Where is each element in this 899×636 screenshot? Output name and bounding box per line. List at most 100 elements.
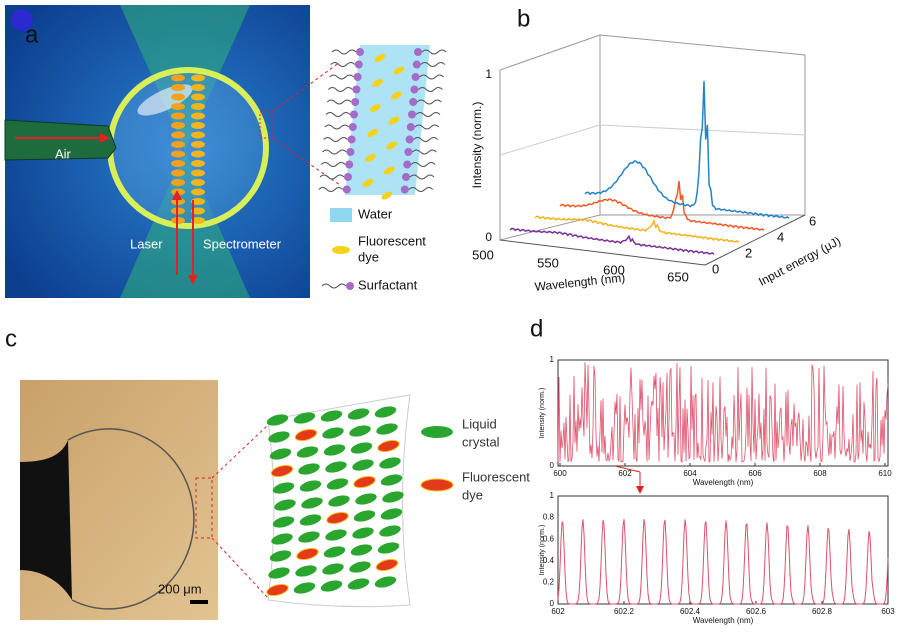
dye <box>393 66 405 75</box>
tick-label: 602 <box>618 469 632 478</box>
legend-label: Liquid <box>462 416 497 431</box>
label: Intensity (norm.) <box>539 388 546 439</box>
tail <box>331 49 357 55</box>
dye <box>191 84 205 91</box>
legend-label: crystal <box>462 434 500 449</box>
dye <box>171 179 185 186</box>
dye <box>362 179 374 187</box>
tail <box>329 74 354 80</box>
dye <box>374 54 386 62</box>
tick-label: 0.8 <box>543 513 555 522</box>
dye <box>191 112 205 120</box>
tick-label: 500 <box>472 247 494 262</box>
legend-swatch <box>346 282 354 290</box>
liquid-crystal-molecule <box>296 446 319 458</box>
dot <box>11 9 33 31</box>
dye <box>191 188 205 196</box>
tick-label: 0 <box>550 461 555 470</box>
dye-column <box>171 74 205 224</box>
tail <box>421 49 447 55</box>
tick-label: 602.2 <box>614 607 635 616</box>
head <box>404 148 413 156</box>
liquid-crystal-molecule <box>299 514 322 526</box>
zoom-line <box>211 424 269 479</box>
head <box>350 110 358 119</box>
tail <box>419 74 444 80</box>
dye <box>171 160 185 167</box>
dye <box>191 93 205 101</box>
head <box>408 110 416 119</box>
tick-label: 606 <box>748 469 762 478</box>
liquid-crystal-molecule <box>325 529 347 541</box>
label: Wavelength (nm) <box>693 616 754 625</box>
head <box>405 135 414 144</box>
dye <box>294 428 318 442</box>
liquid-crystal-molecule <box>326 478 349 490</box>
tail <box>326 99 352 105</box>
dye <box>191 207 205 215</box>
liquid-crystal-molecule <box>347 408 370 420</box>
dye <box>191 169 205 177</box>
panel-label: c <box>5 325 17 352</box>
plot-frame <box>557 495 889 605</box>
droplet <box>67 428 195 610</box>
liquid-crystal-molecule <box>266 414 289 426</box>
tick-label: 0 <box>485 230 492 244</box>
head <box>400 185 409 194</box>
liquid-crystal <box>266 406 404 597</box>
dye <box>191 217 205 224</box>
arrow <box>614 465 641 473</box>
legend-label: Fluorescent <box>462 469 530 484</box>
liquid-crystal-molecule <box>355 493 377 505</box>
box <box>499 34 601 241</box>
liquid-crystal-molecule <box>323 546 346 558</box>
legend-label: dye <box>462 487 483 502</box>
liquid-crystal-molecule <box>377 542 400 554</box>
dye <box>270 464 294 478</box>
tail <box>413 137 438 142</box>
head <box>402 173 410 181</box>
panel-label: d <box>530 315 543 342</box>
spectrum <box>584 80 790 219</box>
tail <box>320 162 346 167</box>
liquid-crystal-molecule <box>271 533 293 545</box>
capillary <box>20 440 72 600</box>
tail <box>322 149 347 155</box>
liquid-crystal-molecule <box>293 582 316 594</box>
head <box>344 173 352 181</box>
liquid-crystal-molecule <box>382 491 404 503</box>
liquid-crystal-molecule <box>379 457 401 469</box>
spectrum <box>509 227 715 255</box>
liquid-crystal-molecule <box>347 578 370 590</box>
panel-a <box>4 5 447 298</box>
tick-label: 2 <box>745 245 752 260</box>
spectrum <box>557 362 889 464</box>
dye <box>191 131 205 139</box>
needle <box>4 119 117 161</box>
tail <box>414 124 440 130</box>
tick-label: 1 <box>550 355 555 364</box>
head <box>356 48 364 56</box>
panel-label: b <box>517 5 530 32</box>
liquid-crystal-molecule <box>325 461 347 473</box>
tail <box>325 112 351 117</box>
arrow <box>100 133 110 143</box>
liquid-crystal-molecule <box>268 431 290 443</box>
head <box>353 73 362 81</box>
liquid-crystal-molecule <box>295 565 317 577</box>
grid <box>499 124 601 156</box>
tick-label: 550 <box>537 255 559 270</box>
head <box>351 98 360 106</box>
legend-label: Fluorescent <box>358 233 426 248</box>
dye <box>191 141 205 148</box>
label: 200 μm <box>158 581 202 596</box>
spectrum <box>534 215 740 243</box>
tick-label: 1 <box>485 67 492 81</box>
dye <box>191 179 205 186</box>
head <box>411 73 420 81</box>
dye <box>171 122 185 129</box>
legend-label: dye <box>358 249 379 264</box>
dye <box>191 103 205 110</box>
tail <box>416 99 442 105</box>
